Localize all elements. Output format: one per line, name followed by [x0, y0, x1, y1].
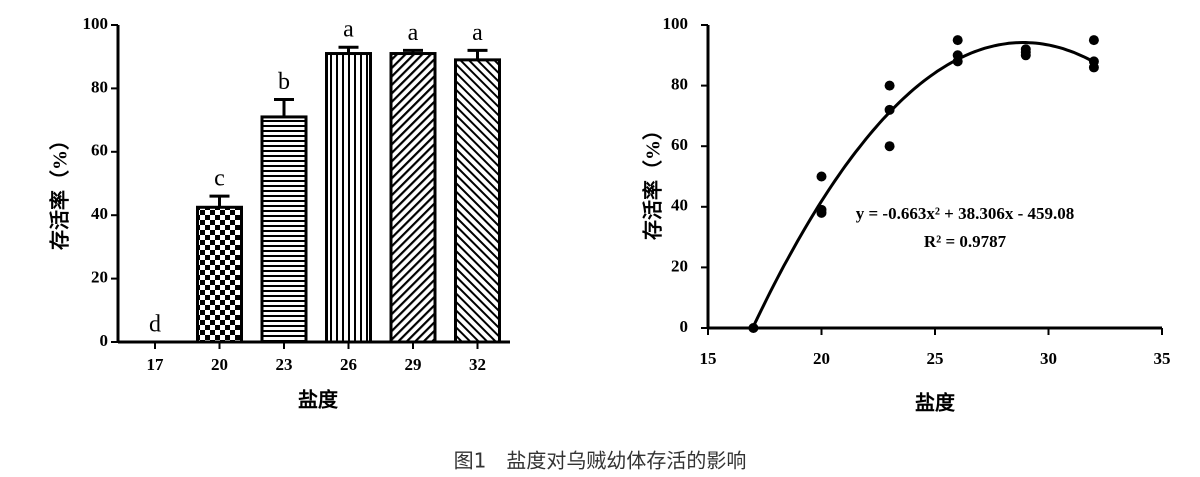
- x-axis-label: 盐度: [915, 391, 956, 415]
- y-axis-label: 存活率（%）: [641, 120, 665, 240]
- bar: [454, 58, 501, 344]
- y-tick-label: 100: [83, 14, 109, 33]
- point: [952, 56, 963, 67]
- fit-curve: [752, 41, 1095, 328]
- x-tick-label: 35: [1154, 349, 1171, 368]
- group-label: b: [278, 69, 290, 95]
- point: [884, 141, 895, 152]
- point: [952, 35, 963, 46]
- x-tick-label: 26: [340, 355, 357, 374]
- group-label: a: [408, 20, 419, 46]
- x-tick-label: 32: [469, 355, 486, 374]
- y-tick-label: 80: [671, 75, 688, 94]
- y-tick-label: 60: [91, 141, 108, 160]
- x-tick-label: 17: [147, 355, 165, 374]
- x-tick-label: 20: [211, 355, 228, 374]
- group-label: c: [214, 166, 225, 192]
- y-tick-label: 80: [91, 77, 108, 96]
- x-tick-label: 23: [276, 355, 293, 374]
- fit-equation: y = -0.663x² + 38.306x - 459.08: [856, 204, 1075, 223]
- point: [1020, 44, 1031, 55]
- group-label: d: [149, 312, 161, 338]
- x-tick-label: 29: [405, 355, 422, 374]
- bar: [260, 115, 308, 344]
- y-tick-label: 60: [671, 135, 688, 154]
- point: [1088, 35, 1099, 46]
- bar: [196, 205, 243, 344]
- bar: [325, 52, 372, 344]
- caption: 图1 盐度对乌贼幼体存活的影响: [454, 449, 747, 473]
- group-label: a: [343, 17, 354, 43]
- bar: [389, 52, 437, 344]
- y-tick-label: 0: [100, 331, 109, 350]
- y-tick-label: 40: [91, 204, 108, 223]
- y-tick-label: 20: [91, 268, 108, 287]
- x-tick-label: 30: [1040, 349, 1057, 368]
- y-axis-label: 存活率（%）: [48, 130, 72, 250]
- y-tick-label: 100: [663, 14, 689, 33]
- point: [816, 171, 827, 182]
- y-tick-label: 0: [680, 317, 689, 336]
- point: [1088, 56, 1099, 67]
- x-tick-label: 25: [927, 349, 944, 368]
- y-tick-label: 40: [671, 196, 688, 215]
- x-tick-label: 20: [813, 349, 830, 368]
- y-tick-label: 20: [671, 256, 688, 275]
- point: [816, 204, 827, 215]
- group-label: a: [472, 20, 483, 46]
- point: [884, 104, 895, 115]
- point: [884, 80, 895, 91]
- x-tick-label: 15: [700, 349, 717, 368]
- x-axis-label: 盐度: [298, 388, 339, 412]
- point: [748, 323, 759, 333]
- fit-r-squared: R² = 0.9787: [924, 232, 1007, 251]
